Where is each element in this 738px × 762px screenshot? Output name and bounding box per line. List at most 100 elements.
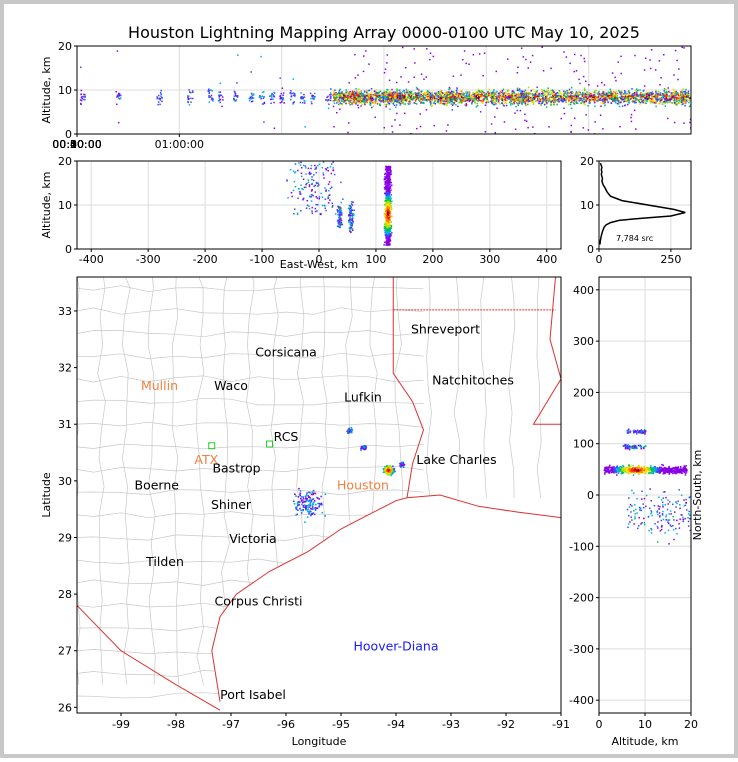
altitude-time-point [631,96,633,98]
altitude-time-point [532,98,534,100]
altitude-time-point [407,99,409,101]
altitude-time-point [347,132,349,134]
altitude-time-point [234,100,236,102]
altitude-time-point [280,95,282,97]
altitude-time-point [532,95,534,97]
altitude-east-west-point [340,223,342,225]
altitude-time-point [620,102,622,104]
altitude-east-west-point [334,174,336,176]
altitude-time-point [544,102,546,104]
altitude-time-point [688,102,690,104]
altitude-time-point [220,91,222,93]
altitude-east-west-point [350,215,352,217]
altitude-time-point [613,96,615,98]
altitude-time-point [574,71,576,73]
altitude-time-point [596,100,598,102]
altitude-time-point [280,98,282,100]
altitude-time-point [495,97,497,99]
altitude-time-point [441,98,443,100]
altitude-time-point [118,122,120,124]
altitude-time-point [410,94,412,96]
altitude-east-west-point [385,181,387,183]
altitude-east-west-point [301,188,303,190]
altitude-time-point [520,100,522,102]
altitude-east-west-point [323,174,325,176]
altitude-time-point [435,93,437,95]
altitude-east-west-point [388,208,390,210]
altitude-east-west-point [384,226,386,228]
altitude-time-point [668,87,670,89]
altitude-time-point [670,98,672,100]
altitude-time-point [563,95,565,97]
altitude-time-point [391,96,393,98]
altitude-time-point [533,103,535,105]
altitude-east-west-point [293,213,295,215]
altitude-time-point [558,96,560,98]
altitude-east-west-point [314,165,316,167]
altitude-time-point [209,101,211,103]
altitude-time-point [496,91,498,93]
altitude-time-point [517,72,519,74]
altitude-time-point [571,108,573,110]
altitude-time-point [533,100,535,102]
altitude-time-point [672,98,674,100]
altitude-east-west-point [391,209,393,211]
altitude-time-point [447,124,449,126]
altitude-time-point [528,100,530,102]
altitude-time-point [661,95,663,97]
altitude-time-point [666,91,668,93]
altitude-time-point [160,90,162,92]
altitude-time-point [519,99,521,101]
altitude-east-west-point [340,182,342,184]
altitude-time-point [555,100,557,102]
altitude-time-point [649,59,651,61]
altitude-time-point [293,102,295,104]
altitude-time-point [159,104,161,106]
altitude-time-point [290,90,292,92]
altitude-time-point [610,98,612,100]
altitude-time-point [561,118,563,120]
altitude-time-point [512,93,514,95]
altitude-time-point [616,94,618,96]
altitude-time-point [222,99,224,101]
altitude-time-point [304,102,306,104]
altitude-east-west-point [339,227,341,229]
altitude-time-point [445,96,447,98]
altitude-east-west-point [349,219,351,221]
altitude-east-west-point [389,204,391,206]
altitude-time-point [620,93,622,95]
altitude-time-point [416,96,418,98]
altitude-time-point [420,126,422,128]
altitude-time-point [584,89,586,91]
altitude-time-point [608,93,610,95]
altitude-east-west-point [385,223,387,225]
altitude-time-point [474,101,476,103]
altitude-time-point [384,96,386,98]
altitude-time-point [634,55,636,57]
altitude-time-point [579,94,581,96]
altitude-time-point [366,98,368,100]
altitude-time-point [587,98,589,100]
altitude-east-west-point [352,221,354,223]
altitude-time-point [481,96,483,98]
altitude-time-point [398,100,400,102]
altitude-time-point [330,97,332,99]
altitude-time-point [568,99,570,101]
altitude-time-point [359,102,361,104]
altitude-time-point [263,98,265,100]
altitude-time-point [503,94,505,96]
altitude-time-point [304,96,306,98]
altitude-east-west-point [383,244,385,246]
altitude-time-point [396,90,398,92]
altitude-east-west-point [322,172,324,174]
altitude-time-point [512,90,513,92]
altitude-time-point [517,88,519,90]
altitude-time-point [335,92,337,94]
altitude-east-west-point [305,165,307,167]
altitude-time-point [501,94,503,96]
altitude-east-west-point [317,197,319,199]
altitude-time-point [348,99,350,101]
altitude-time-point [376,92,378,94]
altitude-time-point [392,103,394,105]
altitude-time-point [396,88,398,90]
